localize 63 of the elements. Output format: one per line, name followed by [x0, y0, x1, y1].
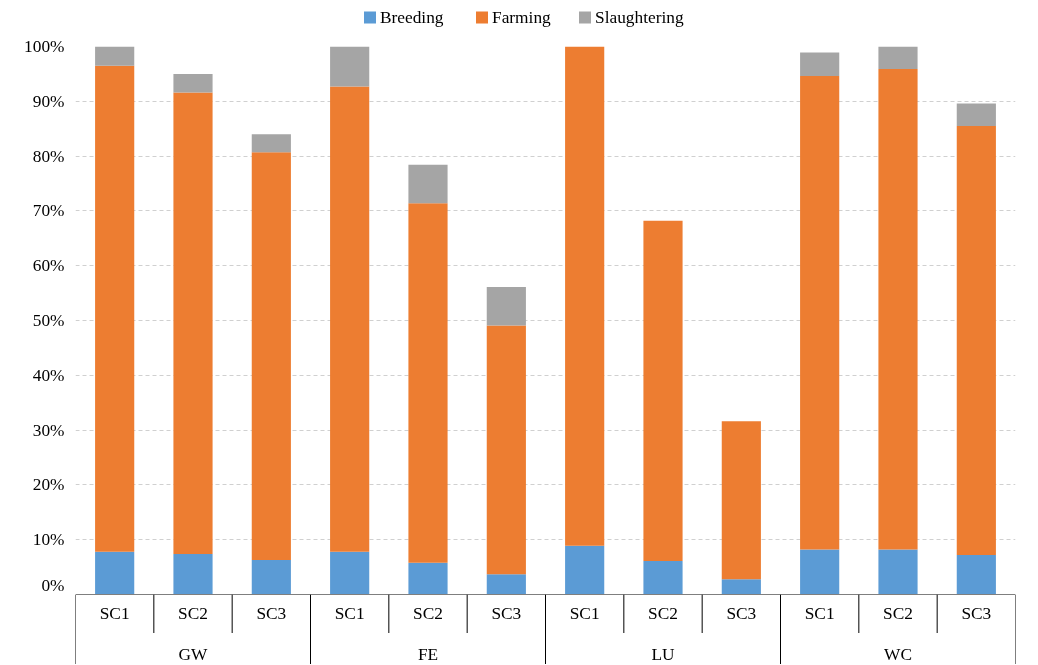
text: FE	[417, 644, 439, 664]
bar	[878, 68, 918, 550]
bar	[95, 65, 135, 552]
bar	[95, 551, 135, 594]
bar	[800, 52, 840, 77]
x-tick-label: SC3	[256, 604, 287, 624]
bar	[173, 92, 213, 554]
x-tick-label: SC1	[99, 604, 130, 624]
bar	[486, 325, 526, 575]
bar	[643, 561, 683, 594]
x-tick-label: SC2	[178, 604, 208, 624]
text: GW	[178, 644, 209, 664]
x-tick-label: SC3	[491, 604, 522, 624]
bar	[486, 287, 526, 326]
bar	[956, 125, 996, 556]
y-tick-label: 30%	[32, 420, 65, 440]
bar	[565, 545, 605, 594]
y-tick-label: 90%	[32, 91, 65, 111]
bar	[721, 421, 761, 580]
legend-label: Farming	[492, 8, 552, 27]
x-tick-label: SC2	[883, 604, 913, 624]
bar	[800, 549, 840, 594]
x-tick-label: SC3	[961, 604, 992, 624]
y-tick-label: 0%	[41, 575, 65, 595]
x-tick-label: SC3	[726, 604, 757, 624]
x-tick-label: SC2	[648, 604, 678, 624]
x-tick-label: SC1	[334, 604, 365, 624]
y-tick-label: 10%	[32, 530, 65, 550]
bar	[173, 553, 213, 594]
bar	[408, 164, 448, 204]
bar	[956, 555, 996, 594]
bar	[408, 203, 448, 563]
bar	[565, 46, 605, 546]
y-tick-label: 70%	[32, 201, 65, 221]
text: WC	[884, 644, 912, 664]
y-tick-label: 80%	[32, 146, 65, 166]
bar	[330, 86, 370, 552]
bar	[408, 562, 448, 594]
bar	[721, 579, 761, 594]
bar	[251, 134, 291, 153]
bar	[878, 46, 918, 69]
bar	[800, 76, 840, 550]
y-tick-label: 40%	[32, 365, 65, 385]
y-tick-label: 20%	[32, 475, 65, 495]
bar	[251, 152, 291, 560]
text: LU	[651, 644, 676, 664]
bar	[486, 574, 526, 594]
legend-label: Breeding	[380, 8, 444, 27]
legend-label: Slaughtering	[595, 8, 684, 27]
bar	[956, 103, 996, 126]
y-tick-label: 100%	[24, 37, 65, 56]
x-tick-label: SC1	[569, 604, 600, 624]
y-tick-label: 60%	[32, 256, 65, 276]
bar	[878, 549, 918, 594]
x-tick-label: SC2	[413, 604, 443, 624]
bar	[643, 220, 683, 562]
bar	[330, 551, 370, 594]
bar	[251, 559, 291, 594]
bar	[173, 73, 213, 93]
y-tick-label: 50%	[32, 311, 65, 330]
bar	[330, 46, 370, 87]
x-tick-label: SC1	[804, 604, 835, 624]
bar	[95, 46, 135, 66]
